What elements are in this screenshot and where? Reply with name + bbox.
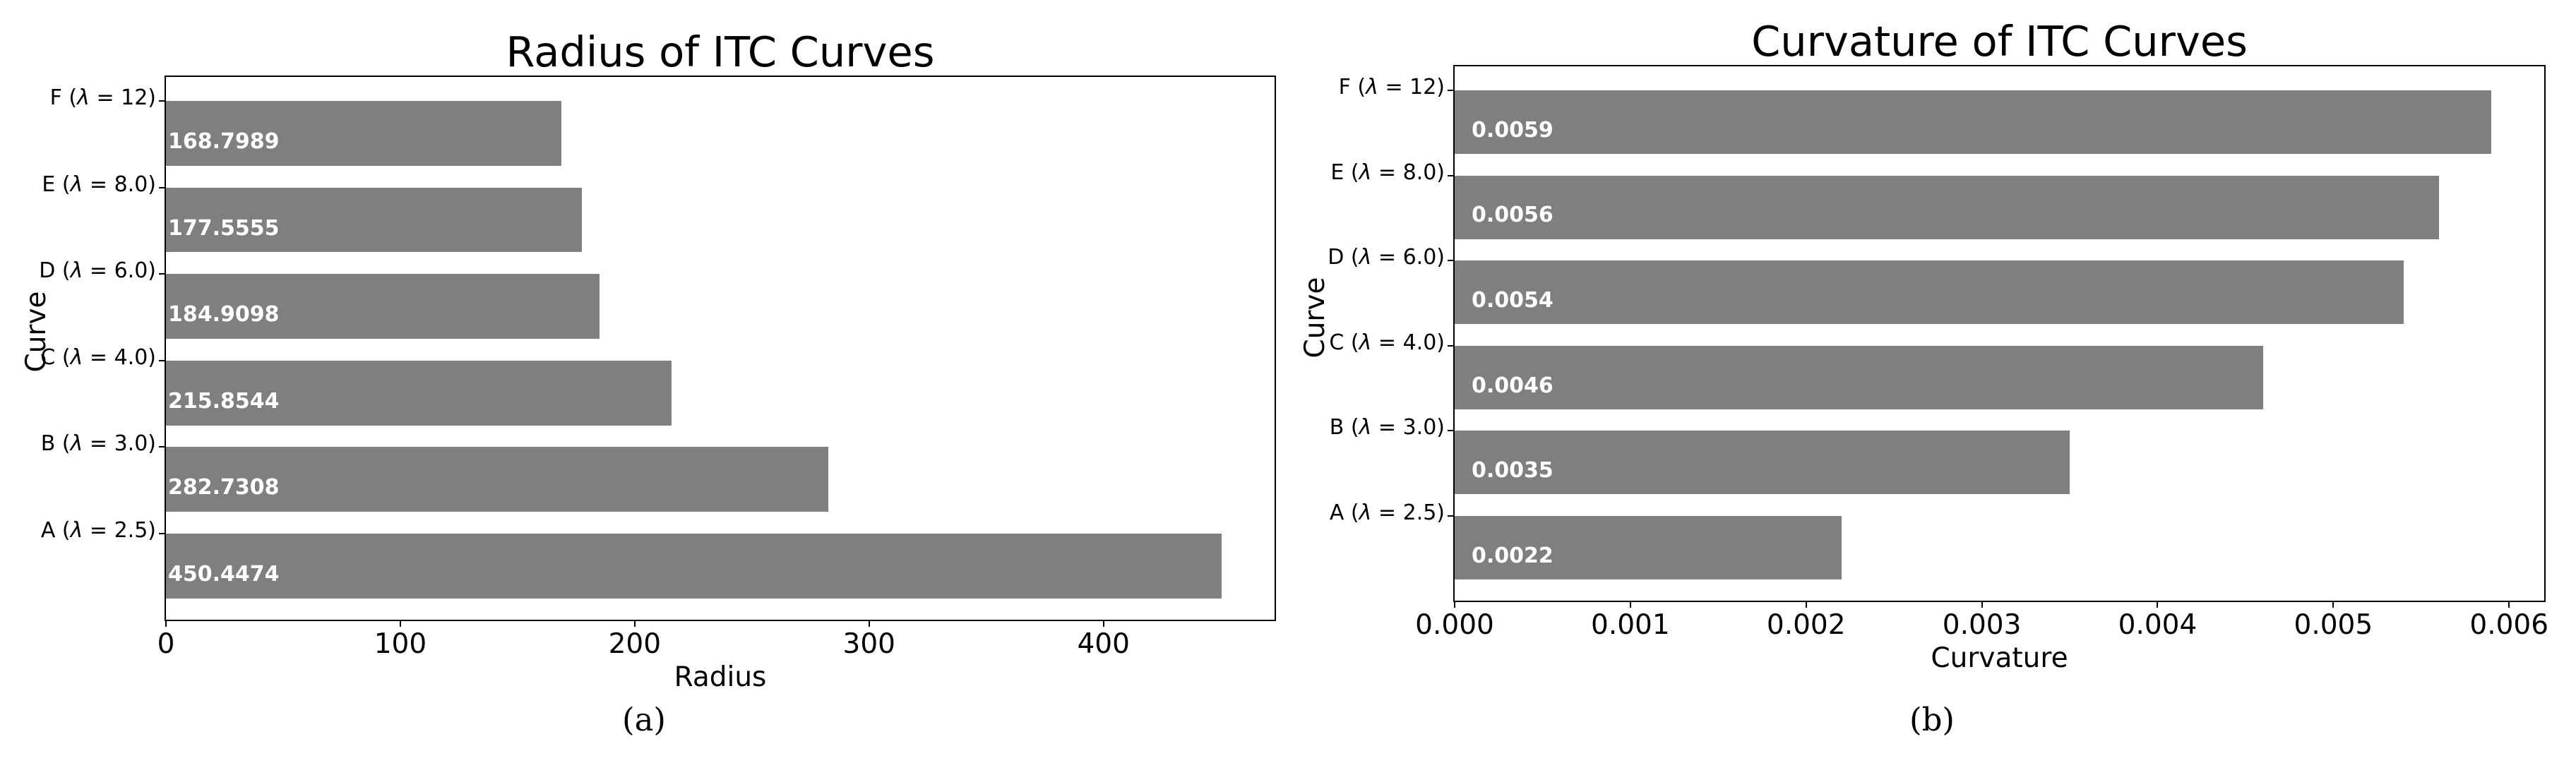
chart-a-title: Radius of ITC Curves	[506, 28, 935, 76]
bar	[1455, 431, 2070, 495]
x-tick-mark	[2332, 602, 2334, 608]
y-tick-mark	[159, 100, 165, 102]
bar-value-label: 0.0035	[1472, 458, 1554, 483]
x-tick-mark	[2508, 602, 2510, 608]
x-tick-label: 300	[842, 628, 895, 660]
x-tick-mark	[399, 621, 401, 627]
y-tick-mark	[159, 359, 165, 361]
chart-a-y-axis-label: Curve	[20, 291, 52, 373]
bar-value-label: 0.0022	[1472, 543, 1554, 568]
y-tick-mark	[1448, 515, 1453, 517]
y-tick-label: A (λ = 2.5)	[1329, 500, 1445, 525]
y-tick-label: A (λ = 2.5)	[40, 518, 156, 543]
bar	[166, 274, 600, 339]
bar-value-label: 215.8544	[168, 388, 280, 414]
y-tick-label: F (λ = 12)	[49, 85, 156, 111]
bar-value-label: 0.0056	[1472, 203, 1554, 228]
x-tick-mark	[633, 621, 636, 627]
bar-value-label: 450.4474	[168, 561, 280, 587]
bar	[166, 447, 829, 512]
x-tick-mark	[165, 621, 167, 627]
bar-value-label: 168.7989	[168, 129, 280, 155]
subfigure-caption-a: (a)	[622, 701, 666, 738]
y-tick-mark	[1448, 89, 1453, 91]
y-tick-label: E (λ = 8.0)	[42, 172, 156, 197]
y-tick-label: B (λ = 3.0)	[40, 431, 156, 457]
x-tick-label: 0.004	[2118, 609, 2198, 641]
subfigure-caption-b: (b)	[1909, 701, 1955, 738]
y-tick-mark	[159, 186, 165, 188]
bar	[1455, 515, 1842, 580]
x-tick-label: 0.003	[1942, 609, 2022, 641]
bar-value-label: 0.0054	[1472, 287, 1554, 313]
y-tick-mark	[1448, 174, 1453, 176]
y-tick-label: D (λ = 6.0)	[1328, 245, 1445, 270]
chart-a-x-axis-label: Radius	[674, 661, 767, 693]
x-tick-mark	[1805, 602, 1807, 608]
y-tick-label: C (λ = 4.0)	[1329, 330, 1445, 355]
x-tick-label: 0.006	[2469, 609, 2549, 641]
bar	[1455, 90, 2492, 155]
bar	[166, 360, 672, 426]
chart-b-plot-area: 0.0059 0.0056 0.0054 0.0046 0.0035 0.0022	[1453, 65, 2546, 602]
bar	[166, 101, 562, 166]
x-tick-label: 0	[157, 628, 175, 660]
y-tick-mark	[159, 446, 165, 448]
y-tick-mark	[1448, 260, 1453, 262]
bar	[1455, 260, 2404, 325]
y-tick-label: B (λ = 3.0)	[1329, 415, 1445, 440]
chart-b-title: Curvature of ITC Curves	[1751, 17, 2248, 66]
x-tick-label: 0.001	[1591, 609, 1670, 641]
bar	[166, 534, 1222, 599]
y-tick-label: E (λ = 8.0)	[1330, 160, 1445, 185]
chart-b-x-axis-label: Curvature	[1931, 642, 2068, 674]
bar-value-label: 282.7308	[168, 475, 280, 500]
x-tick-mark	[1102, 621, 1104, 627]
y-tick-mark	[1448, 344, 1453, 347]
bar	[1455, 345, 2263, 409]
bar-value-label: 177.5555	[168, 215, 280, 241]
x-tick-mark	[1454, 602, 1455, 608]
x-tick-label: 400	[1077, 628, 1130, 660]
x-tick-mark	[1981, 602, 1983, 608]
x-tick-label: 0.005	[2294, 609, 2373, 641]
x-tick-mark	[1629, 602, 1631, 608]
bar-value-label: 184.9098	[168, 302, 280, 328]
bar-value-label: 0.0046	[1472, 373, 1554, 398]
y-tick-mark	[159, 273, 165, 275]
x-tick-mark	[868, 621, 870, 627]
x-tick-mark	[2157, 602, 2159, 608]
x-tick-label: 100	[374, 628, 427, 660]
bar	[1455, 175, 2439, 239]
y-tick-label: F (λ = 12)	[1338, 74, 1445, 100]
x-tick-label: 200	[608, 628, 662, 660]
x-tick-label: 0.000	[1415, 609, 1494, 641]
y-tick-label: C (λ = 4.0)	[40, 344, 156, 370]
bar	[166, 187, 583, 253]
y-tick-mark	[1448, 430, 1453, 432]
bar-value-label: 0.0059	[1472, 117, 1554, 143]
x-tick-label: 0.002	[1766, 609, 1846, 641]
chart-a-plot-area: 168.7989 177.5555 184.9098 215.8544 282.7308…	[165, 76, 1276, 621]
y-tick-label: D (λ = 6.0)	[39, 258, 156, 284]
y-tick-mark	[159, 533, 165, 534]
